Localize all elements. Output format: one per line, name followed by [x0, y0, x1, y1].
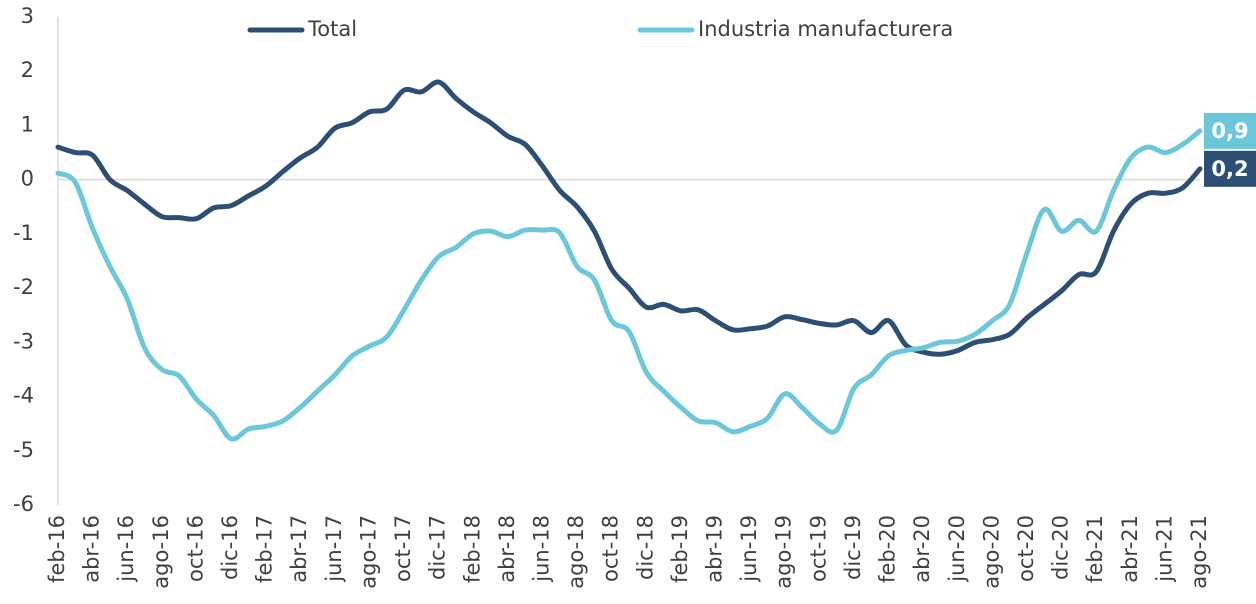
value-label: 0,9	[1211, 119, 1248, 143]
y-tick-label: -5	[13, 438, 34, 462]
x-tick-label: oct-19	[806, 515, 830, 582]
x-tick-label: oct-20	[1014, 515, 1038, 582]
value-label: 0,2	[1211, 157, 1248, 181]
x-tick-label: abr-19	[703, 515, 727, 583]
x-tick-label: oct-18	[599, 515, 623, 582]
y-tick-label: 0	[21, 167, 34, 191]
y-tick-label: 2	[21, 58, 34, 82]
x-tick-label: abr-17	[287, 515, 311, 583]
x-tick-label: abr-18	[495, 515, 519, 583]
x-tick-label: feb-17	[253, 515, 277, 583]
x-tick-label: jun-21	[1152, 515, 1176, 583]
x-tick-label: ago-17	[356, 515, 380, 589]
y-tick-label: 1	[21, 112, 34, 136]
x-tick-label: jun-16	[114, 515, 138, 583]
x-tick-label: ago-18	[564, 515, 588, 589]
x-tick-label: feb-20	[876, 515, 900, 583]
x-tick-label: feb-18	[460, 515, 484, 583]
y-tick-label: -6	[13, 492, 34, 516]
x-tick-label: dic-20	[1049, 515, 1073, 580]
x-tick-label: feb-19	[668, 515, 692, 583]
x-tick-label: ago-16	[149, 515, 173, 589]
x-tick-label: ago-19	[772, 515, 796, 589]
x-tick-label: abr-16	[80, 515, 104, 583]
value-label-box	[1204, 150, 1256, 187]
x-tick-label: jun-19	[737, 515, 761, 583]
x-tick-label: dic-19	[841, 515, 865, 580]
x-tick-label: jun-17	[322, 515, 346, 583]
y-tick-label: -3	[13, 329, 34, 353]
x-tick-label: abr-20	[910, 515, 934, 583]
x-tick-label: jun-18	[529, 515, 553, 583]
legend-label: Total	[307, 17, 357, 41]
x-tick-label: ago-21	[1187, 515, 1211, 589]
y-tick-label: -4	[13, 384, 34, 408]
value-label-box	[1204, 112, 1256, 149]
y-tick-label: -1	[13, 221, 34, 245]
y-tick-label: -2	[13, 275, 34, 299]
legend-label: Industria manufacturera	[698, 17, 953, 41]
x-tick-label: dic-18	[633, 515, 657, 580]
x-tick-label: feb-16	[45, 515, 69, 583]
series-line	[55, 128, 1203, 442]
x-tick-label: dic-17	[426, 515, 450, 580]
y-tick-label: 3	[21, 4, 34, 28]
x-tick-label: dic-16	[218, 515, 242, 580]
x-tick-label: oct-16	[183, 515, 207, 582]
x-tick-label: abr-21	[1118, 515, 1142, 583]
x-tick-label: jun-20	[945, 515, 969, 583]
x-tick-label: oct-17	[391, 515, 415, 582]
series-line	[55, 79, 1203, 357]
x-tick-label: ago-20	[979, 515, 1003, 589]
x-tick-label: feb-21	[1083, 515, 1107, 583]
